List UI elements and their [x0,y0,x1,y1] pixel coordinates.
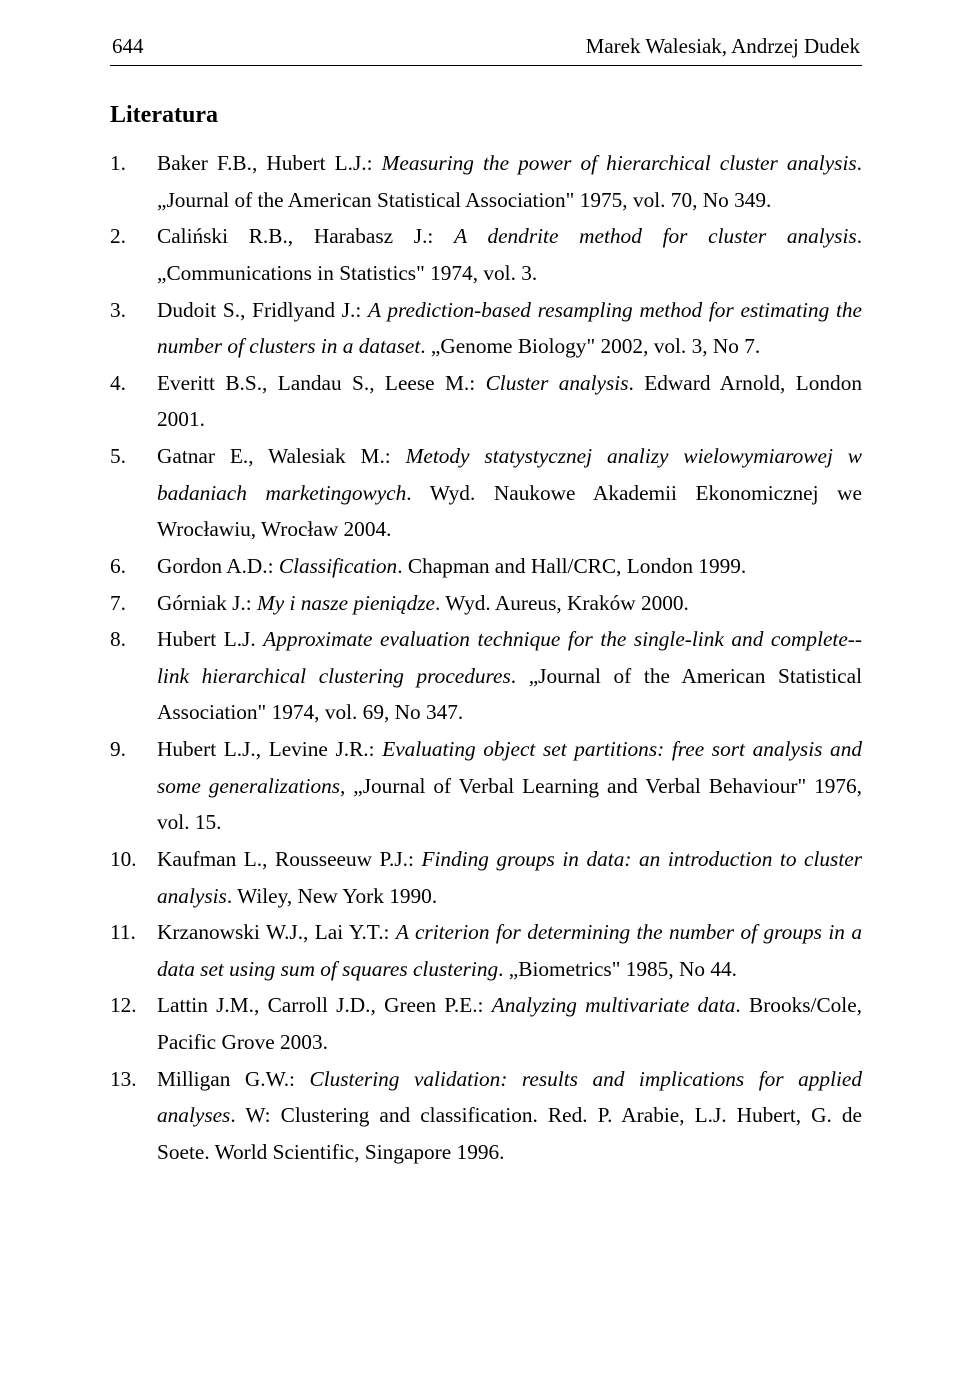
reference-list: 1. Baker F.B., Hubert L.J.: Measuring th… [110,145,862,1171]
reference-authors: Dudoit S., Fridlyand J.: [157,298,368,322]
reference-number: 4. [110,365,148,402]
reference-authors: Milligan G.W.: [157,1067,310,1091]
header-rule [110,65,862,66]
reference-item: 12. Lattin J.M., Carroll J.D., Green P.E… [110,987,862,1060]
reference-number: 5. [110,438,148,475]
reference-authors: Everitt B.S., Landau S., Leese M.: [157,371,486,395]
reference-source: . „Biometrics" 1985, No 44. [498,957,737,981]
reference-source: . Chapman and Hall/CRC, London 1999. [397,554,746,578]
reference-number: 11. [110,914,148,951]
reference-title: Cluster analysis [486,371,629,395]
page: 644 Marek Walesiak, Andrzej Dudek Litera… [0,0,960,1375]
reference-authors: Hubert L.J., Levine J.R.: [157,737,382,761]
reference-number: 2. [110,218,148,255]
reference-number: 8. [110,621,148,658]
reference-number: 7. [110,585,148,622]
reference-item: 10. Kaufman L., Rousseeuw P.J.: Finding … [110,841,862,914]
reference-number: 6. [110,548,148,585]
reference-item: 6. Gordon A.D.: Classification. Chapman … [110,548,862,585]
reference-item: 2. Caliński R.B., Harabasz J.: A dendrit… [110,218,862,291]
reference-source: . Wyd. Aureus, Kraków 2000. [435,591,689,615]
reference-source: . W: Clustering and classification. Red.… [157,1103,862,1164]
page-number: 644 [112,34,144,59]
reference-authors: Caliński R.B., Harabasz J.: [157,224,454,248]
reference-number: 1. [110,145,148,182]
header-authors: Marek Walesiak, Andrzej Dudek [586,34,860,59]
reference-item: 1. Baker F.B., Hubert L.J.: Measuring th… [110,145,862,218]
running-head: 644 Marek Walesiak, Andrzej Dudek [110,34,862,63]
reference-item: 11. Krzanowski W.J., Lai Y.T.: A criteri… [110,914,862,987]
reference-item: 8. Hubert L.J. Approximate evaluation te… [110,621,862,731]
reference-number: 13. [110,1061,148,1098]
reference-authors: Gordon A.D.: [157,554,279,578]
reference-source: . „Genome Biology" 2002, vol. 3, No 7. [420,334,760,358]
reference-title: Classification [279,554,397,578]
reference-number: 12. [110,987,148,1024]
reference-authors: Lattin J.M., Carroll J.D., Green P.E.: [157,993,492,1017]
reference-item: 3. Dudoit S., Fridlyand J.: A prediction… [110,292,862,365]
reference-number: 9. [110,731,148,768]
reference-authors: Kaufman L., Rousseeuw P.J.: [157,847,421,871]
reference-title: Analyzing multivariate data [492,993,736,1017]
reference-authors: Górniak J.: [157,591,257,615]
reference-number: 10. [110,841,148,878]
reference-item: 9. Hubert L.J., Levine J.R.: Evaluating … [110,731,862,841]
reference-item: 4. Everitt B.S., Landau S., Leese M.: Cl… [110,365,862,438]
reference-number: 3. [110,292,148,329]
reference-title: A dendrite method for cluster analysis [454,224,857,248]
reference-authors: Gatnar E., Walesiak M.: [157,444,406,468]
reference-source: . Wiley, New York 1990. [227,884,437,908]
reference-item: 7. Górniak J.: My i nasze pieniądze. Wyd… [110,585,862,622]
reference-item: 13. Milligan G.W.: Clustering validation… [110,1061,862,1171]
reference-authors: Baker F.B., Hubert L.J.: [157,151,382,175]
reference-title: My i nasze pieniądze [257,591,435,615]
section-title: Literatura [110,102,862,129]
reference-authors: Hubert L.J. [157,627,263,651]
reference-title: Measuring the power of hierarchical clus… [382,151,857,175]
reference-item: 5. Gatnar E., Walesiak M.: Metody statys… [110,438,862,548]
reference-authors: Krzanowski W.J., Lai Y.T.: [157,920,396,944]
